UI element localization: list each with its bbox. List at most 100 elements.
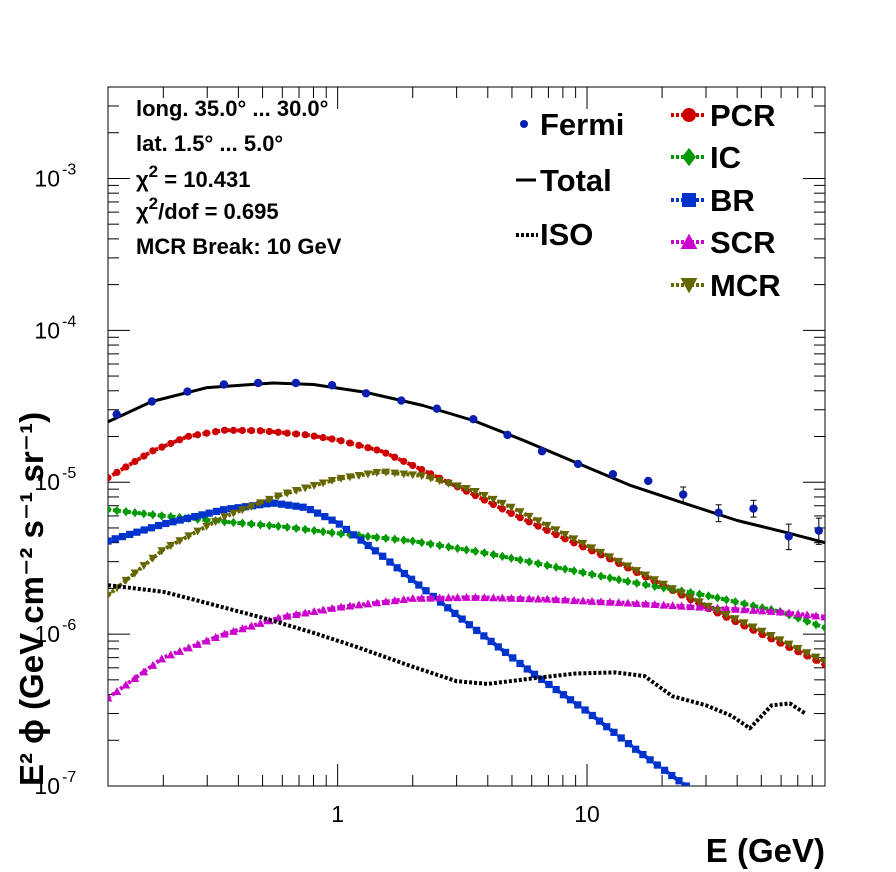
info-mcr-break: MCR Break: 10 GeV — [136, 234, 342, 259]
series-marker-mcr — [677, 589, 686, 598]
series-marker-scr — [175, 646, 185, 655]
series-marker-scr — [784, 608, 794, 617]
series-marker-scr — [453, 593, 462, 602]
series-marker-scr — [614, 598, 624, 607]
series-marker-pcr — [283, 429, 291, 437]
series-marker-pcr — [229, 426, 238, 434]
series-marker-mcr — [480, 491, 489, 500]
series-marker-pcr — [310, 432, 318, 440]
series-marker-ic — [624, 576, 632, 587]
series-marker-br — [108, 537, 112, 545]
series-marker-ic — [704, 591, 713, 601]
series-marker-scr — [668, 601, 677, 610]
series-marker-mcr — [695, 598, 704, 607]
series-marker-br — [277, 500, 286, 508]
series-marker-br — [639, 750, 647, 759]
series-marker-mcr — [408, 471, 418, 480]
series-marker-ic — [427, 539, 435, 549]
legend-scr-label: SCR — [710, 225, 775, 260]
series-marker-ic — [606, 573, 614, 583]
series-marker-scr — [426, 593, 435, 602]
series-marker-br — [364, 541, 372, 550]
y-tick-label--3: 10 — [34, 165, 60, 191]
series-marker-mcr — [220, 513, 229, 522]
series-marker-br — [595, 717, 604, 725]
series-marker-mcr — [560, 530, 570, 539]
series-marker-br — [191, 513, 199, 521]
info-chi2-exponent: 2 — [149, 162, 158, 181]
series-marker-scr — [820, 612, 825, 621]
series-marker-mcr — [363, 470, 373, 479]
series-marker-br — [314, 509, 322, 517]
series-marker-br — [465, 621, 474, 629]
series-marker-scr — [623, 598, 633, 607]
fermi-data-point — [608, 469, 618, 479]
series-marker-ic — [301, 524, 309, 535]
series-marker-mcr — [686, 594, 695, 602]
series-marker-mcr — [130, 569, 140, 578]
series-marker-br — [538, 675, 546, 684]
series-marker-scr — [108, 693, 113, 702]
series-marker-scr — [229, 626, 238, 635]
series-marker-ic — [543, 560, 551, 571]
series-marker-scr — [166, 650, 176, 659]
series-marker-br — [574, 701, 582, 709]
y-axis-title: E² ϕ (GeV cm⁻² s⁻¹ sr⁻¹) — [13, 412, 50, 786]
series-marker-ic — [507, 553, 515, 563]
series-marker-scr — [318, 605, 328, 614]
fermi-data-point — [784, 532, 793, 541]
series-marker-scr — [480, 593, 489, 602]
series-marker-mcr — [811, 653, 821, 662]
series-marker-pcr — [337, 437, 345, 445]
series-marker-br — [660, 766, 669, 774]
series-marker-mcr — [748, 623, 758, 632]
series-marker-br — [205, 509, 213, 517]
y-tick-label--5: 10 — [34, 469, 60, 495]
legend-total-label: Total — [540, 163, 612, 198]
series-marker-scr — [408, 594, 418, 602]
series-marker-scr — [695, 602, 704, 611]
info-chi2-value: = 10.431 — [158, 167, 250, 192]
series-marker-mcr — [354, 471, 364, 480]
series-marker-br — [183, 514, 192, 522]
series-marker-ic — [337, 529, 345, 539]
series-marker-br — [140, 526, 148, 534]
series-marker-br — [552, 686, 560, 694]
series-marker-ic — [108, 504, 112, 515]
series-marker-pcr — [220, 426, 229, 434]
series-marker-ic — [391, 534, 399, 544]
x-tick-label-1: 1 — [331, 801, 344, 827]
series-marker-ic — [400, 535, 408, 545]
series-marker-pcr — [507, 509, 515, 518]
series-marker-mcr — [533, 517, 543, 526]
series-marker-scr — [184, 643, 193, 652]
legend-fermi-marker — [520, 120, 528, 128]
series-marker-scr — [641, 599, 651, 608]
series-marker-ic — [686, 587, 695, 598]
series-marker-br — [234, 504, 242, 512]
series-marker-scr — [811, 611, 821, 620]
fermi-data-point — [749, 504, 758, 513]
series-marker-ic — [382, 533, 390, 543]
fermi-data-point — [361, 389, 371, 398]
series-marker-br — [285, 501, 293, 509]
series-marker-br — [487, 637, 495, 645]
series-marker-br — [415, 581, 423, 589]
series-marker-br — [133, 528, 141, 536]
series-marker-mcr — [775, 636, 785, 645]
series-mcr — [108, 468, 825, 666]
series-marker-pcr — [158, 443, 166, 451]
series-marker-ic — [633, 578, 641, 588]
series-marker-scr — [605, 597, 615, 606]
series-marker-mcr — [641, 571, 651, 580]
series-marker-scr — [291, 610, 301, 619]
series-marker-scr — [793, 609, 803, 618]
series-marker-mcr — [498, 499, 507, 508]
series-marker-mcr — [587, 544, 597, 553]
series-marker-ic — [579, 567, 587, 578]
series-marker-br — [386, 558, 394, 566]
series-marker-br — [567, 696, 575, 704]
fermi-data-point — [291, 378, 301, 388]
series-marker-pcr — [194, 431, 202, 439]
